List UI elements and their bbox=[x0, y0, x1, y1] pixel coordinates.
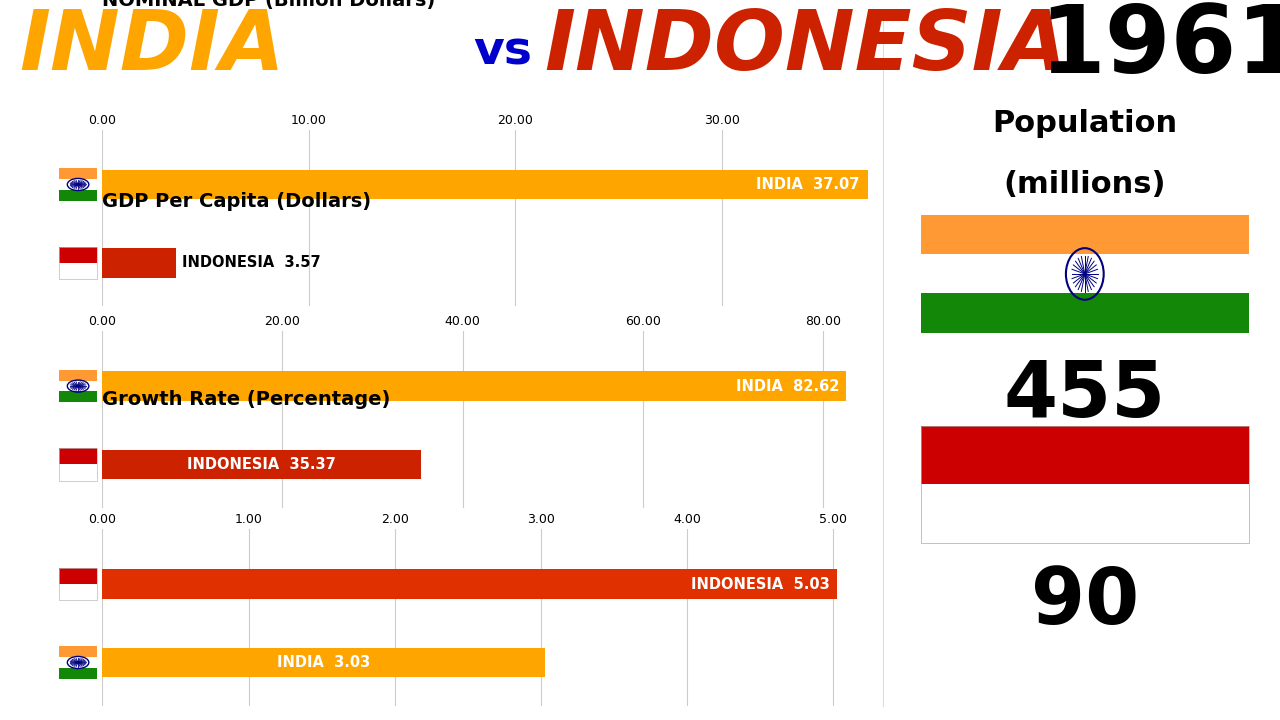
Text: 455: 455 bbox=[1004, 356, 1166, 433]
Text: Growth Rate (Percentage): Growth Rate (Percentage) bbox=[102, 390, 390, 409]
Bar bbox=[102, 647, 545, 678]
Bar bbox=[102, 170, 868, 199]
Text: INDIA: INDIA bbox=[19, 6, 284, 87]
Text: INDONESIA: INDONESIA bbox=[544, 6, 1068, 87]
Text: 1961: 1961 bbox=[1039, 1, 1280, 93]
Bar bbox=[102, 449, 421, 480]
Text: (millions): (millions) bbox=[1004, 170, 1166, 199]
Bar bbox=[102, 248, 177, 278]
Text: GDP Per Capita (Dollars): GDP Per Capita (Dollars) bbox=[102, 192, 371, 211]
Text: INDIA  82.62: INDIA 82.62 bbox=[736, 379, 840, 394]
Text: INDIA  3.03: INDIA 3.03 bbox=[278, 655, 370, 670]
Text: 90: 90 bbox=[1030, 564, 1139, 640]
FancyBboxPatch shape bbox=[920, 485, 1249, 543]
Text: INDONESIA  35.37: INDONESIA 35.37 bbox=[187, 457, 337, 472]
Text: vs: vs bbox=[474, 30, 532, 74]
Text: INDIA  37.07: INDIA 37.07 bbox=[756, 177, 860, 192]
Text: Population: Population bbox=[992, 109, 1178, 138]
Bar bbox=[102, 372, 846, 401]
Text: INDONESIA  3.57: INDONESIA 3.57 bbox=[182, 256, 321, 271]
FancyBboxPatch shape bbox=[920, 426, 1249, 485]
Bar bbox=[102, 570, 837, 599]
Text: INDONESIA  5.03: INDONESIA 5.03 bbox=[691, 577, 829, 592]
FancyBboxPatch shape bbox=[920, 294, 1249, 333]
FancyBboxPatch shape bbox=[920, 254, 1249, 294]
FancyBboxPatch shape bbox=[920, 215, 1249, 254]
Text: NOMINAL GDP (Billion Dollars): NOMINAL GDP (Billion Dollars) bbox=[102, 0, 435, 9]
